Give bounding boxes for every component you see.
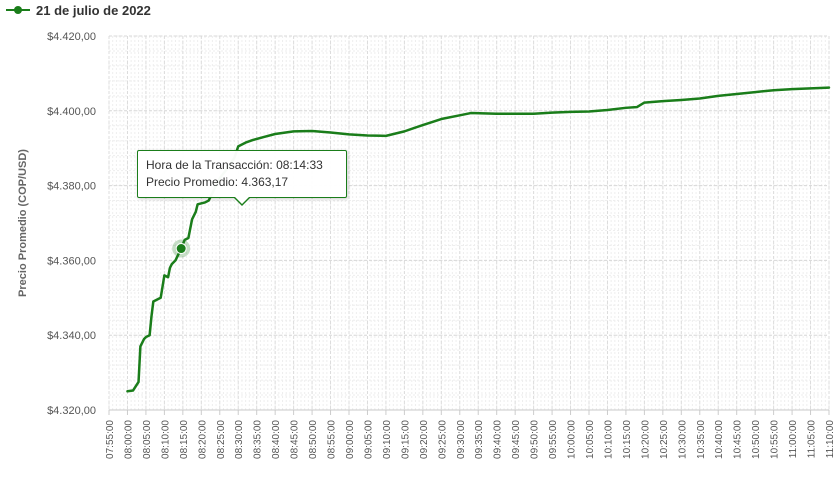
series-line[interactable] xyxy=(126,86,831,393)
x-tick-label: 10:35:00 xyxy=(696,420,707,459)
y-tick-label: $4.400,00 xyxy=(47,106,96,118)
x-tick-label: 08:40:00 xyxy=(271,420,282,459)
legend-label: 21 de julio de 2022 xyxy=(36,2,151,18)
x-tick-label: 08:00:00 xyxy=(123,420,134,459)
x-tick-label: 09:55:00 xyxy=(548,420,559,459)
series-layer xyxy=(126,86,831,393)
tooltip-price-label: Precio Promedio: xyxy=(146,175,239,189)
x-tick-label: 08:35:00 xyxy=(253,420,264,459)
hover-point[interactable] xyxy=(175,243,187,255)
axis-layer: $4.320,00 $4.340,00 $4.360,00 $4.380,00 $4.4… xyxy=(47,31,835,459)
legend-line-marker-icon xyxy=(6,4,30,16)
x-tick-label: 10:25:00 xyxy=(659,420,670,459)
x-tick-label: 09:05:00 xyxy=(363,420,374,459)
x-tick-label: 08:45:00 xyxy=(290,420,301,459)
tooltip-line-price: Precio Promedio: 4.363,17 xyxy=(146,174,338,191)
y-tick-label: $4.340,00 xyxy=(47,330,96,342)
x-tick-label: 09:45:00 xyxy=(511,420,522,459)
y-tick-label: $4.380,00 xyxy=(47,181,96,193)
x-tick-label: 09:00:00 xyxy=(345,420,356,459)
grid-layer xyxy=(108,35,830,411)
x-tick-label: 10:50:00 xyxy=(751,420,762,459)
tooltip-time-value: 08:14:33 xyxy=(276,158,323,172)
tooltip-price-value: 4.363,17 xyxy=(241,175,289,189)
x-tick-label: 08:30:00 xyxy=(234,420,245,459)
x-tick-label: 10:20:00 xyxy=(640,420,651,459)
y-tick-label: $4.420,00 xyxy=(47,31,96,43)
x-tick-label: 08:20:00 xyxy=(197,420,208,459)
x-tick-label: 11:00:00 xyxy=(788,420,799,459)
x-tick-label: 09:50:00 xyxy=(530,420,541,459)
y-tick-label: $4.360,00 xyxy=(47,255,96,267)
y-axis-title: Precio Promedio (COP/USD) xyxy=(17,149,29,297)
x-tick-label: 09:35:00 xyxy=(474,420,485,459)
x-tick-label: 08:55:00 xyxy=(327,420,338,459)
x-tick-label: 09:30:00 xyxy=(456,420,467,459)
tooltip-line-time: Hora de la Transacción: 08:14:33 xyxy=(146,157,338,174)
y-tick-label: $4.320,00 xyxy=(47,405,96,417)
plot-area xyxy=(109,36,829,410)
x-tick-label: 11:05:00 xyxy=(807,420,818,459)
x-tick-label: 08:25:00 xyxy=(216,420,227,459)
x-tick-label: 10:55:00 xyxy=(770,420,781,459)
tooltip-time-label: Hora de la Transacción: xyxy=(146,158,273,172)
x-tick-label: 10:05:00 xyxy=(585,420,596,459)
x-tick-label: 10:30:00 xyxy=(677,420,688,459)
x-tick-label: 08:50:00 xyxy=(308,420,319,459)
x-tick-label: 09:40:00 xyxy=(493,420,504,459)
x-tick-label: 10:00:00 xyxy=(567,420,578,459)
x-tick-label: 10:10:00 xyxy=(603,420,614,459)
x-tick-label: 11:10:00 xyxy=(825,420,835,459)
x-tick-label: 08:10:00 xyxy=(160,420,171,459)
x-tick-label: 10:45:00 xyxy=(733,420,744,459)
legend-item[interactable]: 21 de julio de 2022 xyxy=(6,0,151,20)
x-tick-label: 09:25:00 xyxy=(437,420,448,459)
x-tick-label: 09:10:00 xyxy=(382,420,393,459)
x-tick-label: 08:05:00 xyxy=(142,420,153,459)
tooltip-arrow-fill xyxy=(235,197,249,204)
x-tick-label: 07:55:00 xyxy=(105,420,116,459)
x-tick-label: 08:15:00 xyxy=(179,420,190,459)
x-tick-label: 10:15:00 xyxy=(622,420,633,459)
x-tick-label: 10:40:00 xyxy=(714,420,725,459)
tooltip: Hora de la Transacción: 08:14:33 Precio … xyxy=(137,150,347,198)
x-tick-label: 09:20:00 xyxy=(419,420,430,459)
x-tick-label: 09:15:00 xyxy=(400,420,411,459)
